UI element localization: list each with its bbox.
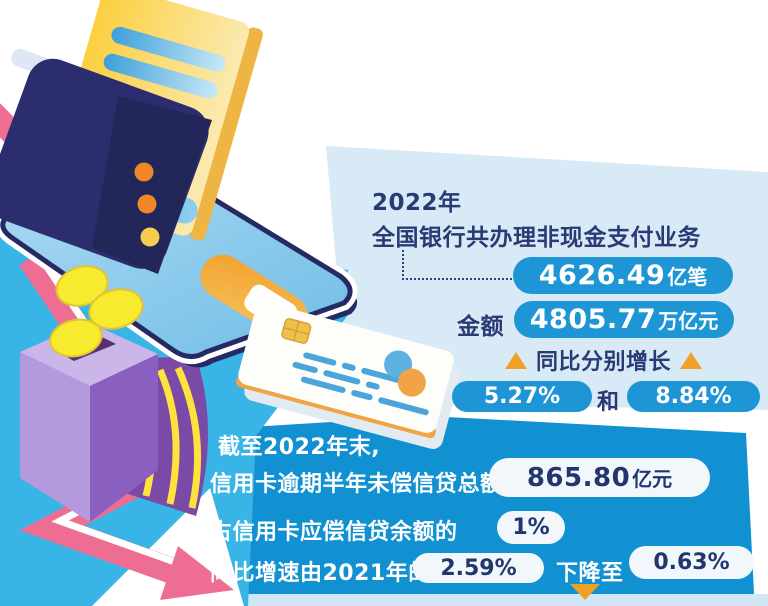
white-credit-card-icon <box>236 302 460 450</box>
growth-pct-count: 5.27% <box>483 384 561 409</box>
pos-terminal-icon <box>0 48 212 274</box>
rate-to-pill: 0.63% <box>629 546 754 579</box>
amount-pill: 4805.77 万亿元 <box>514 301 734 338</box>
growth-caption: 同比分别增长 <box>536 350 672 375</box>
share-value: 1% <box>512 515 550 540</box>
coins-icon <box>49 265 144 358</box>
purple-receipt-box-icon <box>20 322 208 522</box>
dotted-connector-horizontal <box>402 278 512 280</box>
share-pill: 1% <box>497 511 565 544</box>
overdue-total-value: 865.80 <box>526 462 631 493</box>
rate-from-value: 2.59% <box>440 555 517 581</box>
count-value: 4626.49 <box>538 260 666 291</box>
overdue-total-unit: 亿元 <box>632 467 673 491</box>
bottom-line3-label: 占信用卡应偿信贷余额的 <box>210 520 458 545</box>
bottom-line4-label: 同比增速由2021年的 <box>210 561 431 586</box>
growth-pct-amount: 8.84% <box>655 384 732 409</box>
overdue-total-pill: 865.80 亿元 <box>489 458 710 497</box>
down-triangle-icon <box>570 584 600 600</box>
rate-to-value: 0.63% <box>653 550 730 575</box>
count-pill: 4626.49 亿笔 <box>513 257 733 294</box>
count-unit: 亿笔 <box>667 265 708 289</box>
conjunction-label: 和 <box>597 390 620 415</box>
growth-pill-count: 5.27% <box>452 381 592 412</box>
amount-label: 金额 <box>457 314 504 340</box>
bottom-line2-label: 信用卡逾期半年未偿信贷总额为 <box>210 472 526 497</box>
up-triangle-icon <box>505 351 527 369</box>
subject-label: 全国银行共办理非现金支付业务 <box>372 225 701 251</box>
decline-label: 下降至 <box>556 561 624 586</box>
growth-caption-row: 同比分别增长 <box>505 344 703 376</box>
bottom-line1: 截至2022年末, <box>218 435 381 460</box>
dotted-connector-vertical <box>402 250 404 280</box>
amount-unit: 万亿元 <box>658 309 719 333</box>
amount-value: 4805.77 <box>529 304 657 335</box>
growth-pill-amount: 8.84% <box>627 381 760 412</box>
up-triangle-icon <box>680 351 703 369</box>
rate-from-pill: 2.59% <box>413 553 544 583</box>
year-label: 2022年 <box>372 190 462 216</box>
